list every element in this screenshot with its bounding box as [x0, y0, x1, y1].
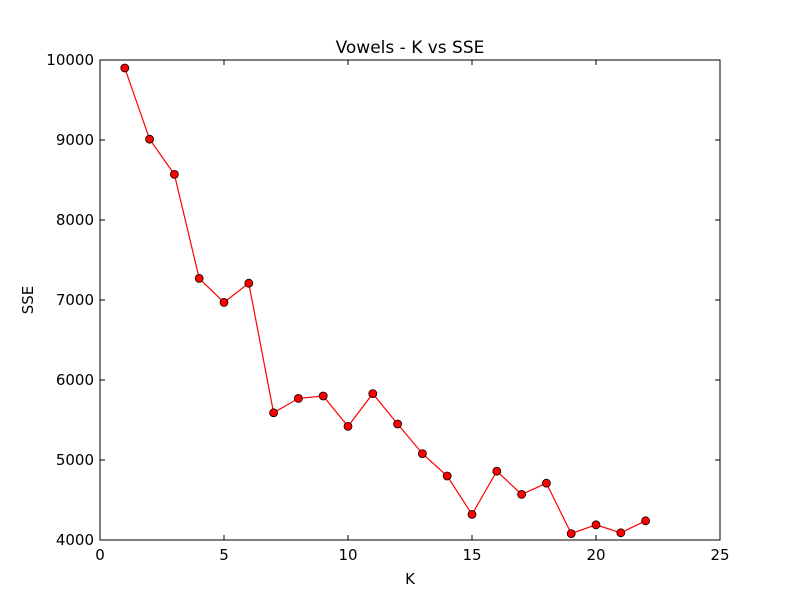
data-point — [194, 273, 204, 283]
data-point — [417, 449, 427, 459]
data-point — [591, 520, 601, 530]
data-point — [393, 419, 403, 429]
plot-frame — [99, 59, 721, 541]
data-point — [169, 169, 179, 179]
x-tick-label: 20 — [586, 546, 605, 564]
data-point — [467, 510, 477, 519]
data-point — [244, 278, 254, 288]
y-tick-label: 9000 — [56, 131, 94, 149]
data-point — [219, 297, 229, 307]
y-tick-label: 7000 — [56, 291, 94, 309]
data-point — [517, 489, 526, 499]
data-point — [343, 421, 353, 431]
data-point — [542, 478, 551, 488]
plot-area — [100, 60, 720, 540]
data-point — [566, 529, 576, 538]
x-tick-label: 5 — [219, 546, 229, 564]
x-tick-label: 0 — [95, 546, 105, 564]
y-tick-label: 6000 — [56, 371, 94, 389]
data-point — [269, 408, 279, 418]
y-tick-label: 8000 — [56, 211, 94, 229]
y-tick-label: 10000 — [46, 51, 94, 69]
data-point — [318, 391, 328, 401]
series-line — [124, 67, 646, 535]
chart-title: Vowels - K vs SSE — [336, 38, 485, 58]
data-point — [641, 516, 650, 526]
y-tick-label: 4000 — [56, 531, 94, 549]
data-point — [120, 63, 130, 73]
axis-tick-labels: 0 5 10 15 20 25 4000 5000 6000 7000 8000 9000 10000 — [46, 51, 729, 564]
x-tick-label: 10 — [338, 546, 357, 564]
data-point — [145, 134, 155, 144]
x-axis-label: K — [405, 570, 416, 588]
data-point — [368, 389, 378, 399]
data-point — [492, 466, 502, 476]
series-layer — [120, 63, 650, 538]
x-tick-label: 25 — [710, 546, 729, 564]
data-point — [616, 528, 626, 538]
data-point — [442, 471, 452, 481]
y-tick-label: 5000 — [56, 451, 94, 469]
x-tick-label: 15 — [462, 546, 481, 564]
y-axis-label: SSE — [19, 286, 37, 315]
data-point — [293, 393, 303, 403]
